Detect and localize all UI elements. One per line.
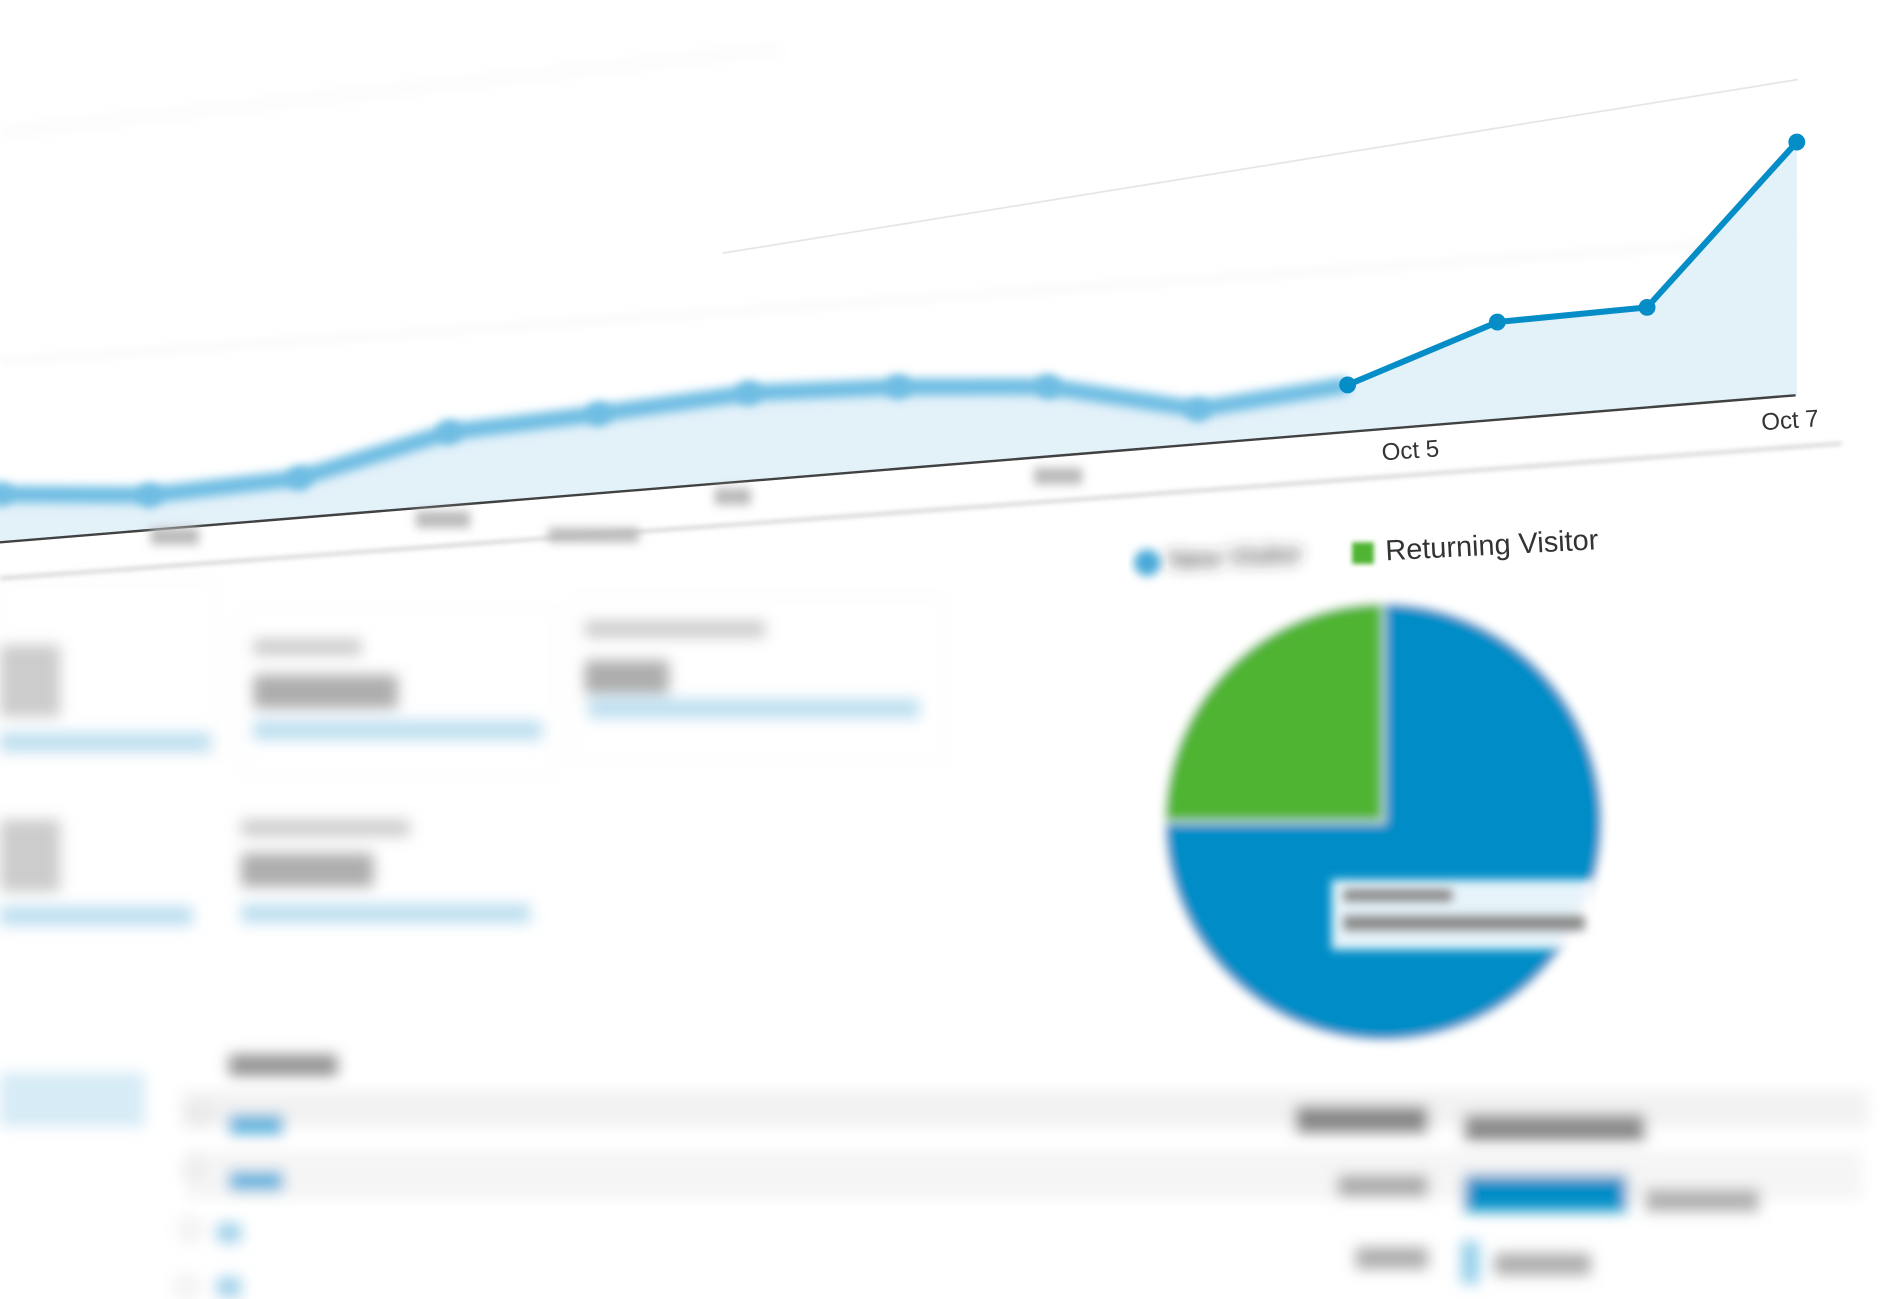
series-line <box>1346 140 1800 388</box>
blurred-tick-labels <box>150 467 1083 545</box>
data-point-sep-30[interactable] <box>736 380 761 406</box>
data-point-sep-29[interactable] <box>586 401 611 426</box>
pie-slice-returning-visitor[interactable] <box>1162 601 1385 824</box>
x-axis <box>0 394 1796 544</box>
data-point-oct-5[interactable] <box>1488 313 1506 331</box>
pie-chart <box>1162 601 1604 1043</box>
data-point-oct-2[interactable] <box>1036 374 1061 399</box>
data-point-oct-4[interactable] <box>1339 376 1357 394</box>
gridlines <box>0 47 1799 363</box>
legend-swatch-new-visitor <box>1133 549 1161 577</box>
pie-tooltip-text <box>1343 889 1585 931</box>
line-chart <box>0 133 1806 543</box>
tick-label-oct-7: Oct 7 <box>1760 405 1819 436</box>
legend-label-new-visitor: New Visitor <box>1168 538 1303 575</box>
legend-item-returning-visitor[interactable]: Returning Visitor <box>1352 524 1599 567</box>
legend-item-new-visitor[interactable]: New Visitor <box>1133 538 1303 577</box>
data-point-sep-28[interactable] <box>437 419 462 445</box>
tick-label-oct-5: Oct 5 <box>1381 435 1440 466</box>
data-point-oct-7[interactable] <box>1788 133 1806 151</box>
data-point-oct-3[interactable] <box>1185 397 1210 422</box>
data-point-oct-1[interactable] <box>886 374 911 399</box>
legend-label-returning-visitor: Returning Visitor <box>1385 524 1600 567</box>
data-table <box>0 1054 1868 1298</box>
data-point-sep-25[interactable] <box>0 482 13 507</box>
pie-legend: New Visitor Returning Visitor <box>1133 524 1599 577</box>
metric-cards <box>0 577 947 926</box>
x-axis-lower <box>0 442 1842 580</box>
data-point-sep-27[interactable] <box>287 465 312 491</box>
data-point-sep-26[interactable] <box>137 483 162 508</box>
series-line-blurred <box>0 376 1349 504</box>
data-point-oct-6[interactable] <box>1638 298 1656 316</box>
legend-swatch-returning-visitor <box>1352 542 1374 564</box>
